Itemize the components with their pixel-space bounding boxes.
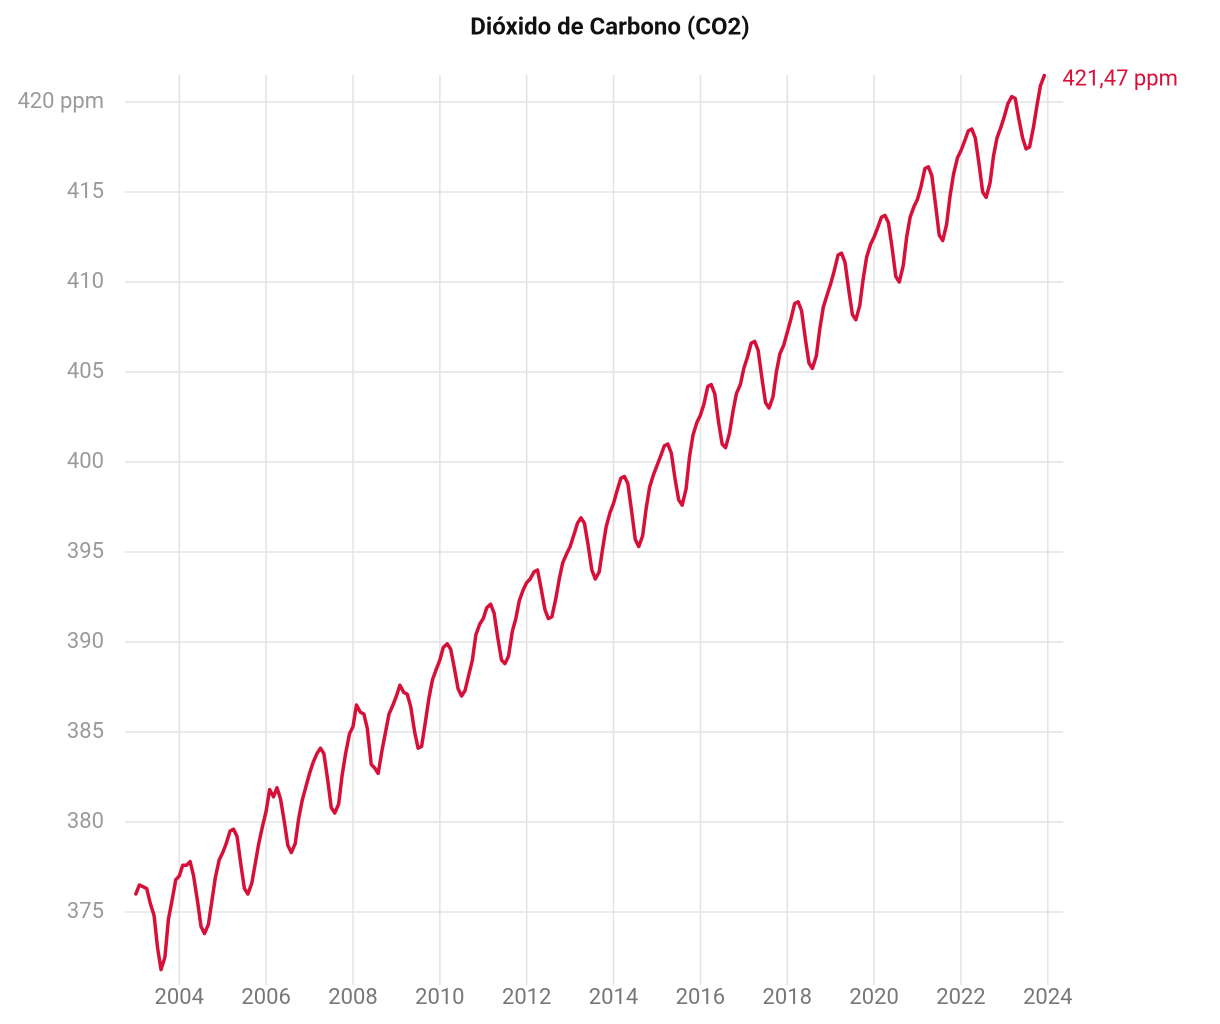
x-tick-label: 2020 — [849, 985, 898, 1010]
x-tick-label: 2010 — [415, 985, 464, 1010]
y-tick-label: 400 — [67, 449, 104, 474]
y-tick-label: 385 — [67, 719, 104, 744]
y-tick-label: 375 — [67, 899, 104, 924]
y-tick-label: 390 — [67, 629, 104, 654]
chart-title: Dióxido de Carbono (CO2) — [470, 12, 749, 40]
x-tick-label: 2006 — [241, 985, 290, 1010]
x-tick-label: 2008 — [328, 985, 377, 1010]
x-tick-label: 2004 — [155, 985, 204, 1010]
x-tick-label: 2022 — [936, 985, 985, 1010]
x-tick-label: 2018 — [763, 985, 812, 1010]
y-tick-label: 395 — [67, 539, 104, 564]
y-tick-label: 410 — [67, 269, 104, 294]
y-tick-label: 415 — [67, 179, 104, 204]
y-tick-label: 420 ppm — [17, 89, 104, 114]
x-tick-label: 2012 — [502, 985, 551, 1010]
x-tick-label: 2024 — [1023, 985, 1072, 1010]
y-tick-label: 405 — [67, 359, 104, 384]
line-series — [134, 73, 1047, 972]
end-label: 421,47 ppm — [1062, 66, 1178, 91]
x-tick-label: 2014 — [589, 985, 638, 1010]
y-tick-label: 380 — [67, 809, 104, 834]
x-tick-label: 2016 — [676, 985, 725, 1010]
